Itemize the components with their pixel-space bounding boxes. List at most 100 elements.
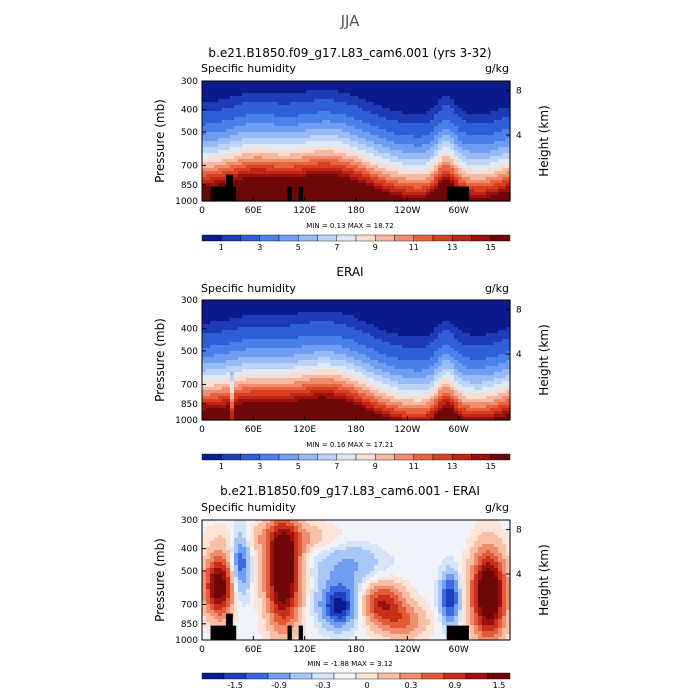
heatmap-cell bbox=[270, 105, 275, 109]
heatmap-cell bbox=[474, 138, 479, 142]
heatmap-cell bbox=[246, 171, 251, 175]
heatmap-cell bbox=[494, 156, 499, 160]
heatmap-cell bbox=[202, 312, 207, 316]
heatmap-cell bbox=[446, 360, 451, 364]
heatmap-cell bbox=[390, 333, 395, 337]
heatmap-cell bbox=[462, 318, 467, 322]
heatmap-cell bbox=[202, 300, 207, 304]
heatmap-cell bbox=[426, 162, 431, 166]
heatmap-cell bbox=[366, 348, 371, 352]
heatmap-cell bbox=[410, 195, 415, 199]
heatmap-cell bbox=[490, 366, 495, 370]
heatmap-cell bbox=[434, 330, 439, 334]
heatmap-cell bbox=[266, 354, 271, 358]
heatmap-cell bbox=[390, 93, 395, 97]
heatmap-cell bbox=[358, 144, 363, 148]
heatmap-cell bbox=[338, 93, 343, 97]
heatmap-cell bbox=[278, 90, 283, 94]
heatmap-cell bbox=[446, 342, 451, 346]
heatmap-cell bbox=[446, 183, 451, 187]
heatmap-cell bbox=[310, 120, 315, 124]
heatmap-cell bbox=[438, 360, 443, 364]
heatmap-cell bbox=[206, 174, 211, 178]
heatmap-cell bbox=[458, 141, 463, 145]
heatmap-cell bbox=[230, 315, 235, 319]
heatmap-cell bbox=[282, 147, 287, 151]
heatmap-cell bbox=[218, 330, 223, 334]
heatmap-cell bbox=[290, 354, 295, 358]
heatmap-cell bbox=[370, 333, 375, 337]
heatmap-cell bbox=[258, 138, 263, 142]
heatmap-cell bbox=[386, 156, 391, 160]
heatmap-cell bbox=[462, 183, 467, 187]
heatmap-cell bbox=[322, 168, 327, 172]
heatmap-cell bbox=[494, 324, 499, 328]
heatmap-cell bbox=[406, 120, 411, 124]
heatmap-cell bbox=[422, 153, 427, 157]
heatmap-cell bbox=[386, 303, 391, 307]
heatmap-cell bbox=[390, 198, 395, 202]
heatmap-cell bbox=[302, 348, 307, 352]
heatmap-cell bbox=[446, 348, 451, 352]
heatmap-cell bbox=[266, 306, 271, 310]
heatmap-cell bbox=[498, 120, 503, 124]
heatmap-cell bbox=[346, 369, 351, 373]
heatmap-cell bbox=[502, 126, 507, 130]
heatmap-cell bbox=[466, 318, 471, 322]
heatmap-cell bbox=[486, 81, 491, 85]
heatmap-cell bbox=[418, 330, 423, 334]
heatmap-cell bbox=[322, 327, 327, 331]
heatmap-cell bbox=[402, 153, 407, 157]
heatmap-cell bbox=[266, 96, 271, 100]
heatmap-cell bbox=[470, 96, 475, 100]
heatmap-cell bbox=[378, 345, 383, 349]
heatmap-cell bbox=[362, 108, 367, 112]
heatmap-cell bbox=[202, 198, 207, 202]
heatmap-cell bbox=[378, 318, 383, 322]
heatmap-cell bbox=[234, 117, 239, 121]
heatmap-cell bbox=[410, 177, 415, 181]
heatmap-cell bbox=[310, 135, 315, 139]
heatmap-cell bbox=[202, 306, 207, 310]
heatmap-cell bbox=[354, 165, 359, 169]
heatmap-cell bbox=[298, 363, 303, 367]
heatmap-cell bbox=[502, 132, 507, 136]
heatmap-cell bbox=[270, 168, 275, 172]
heatmap-cell bbox=[506, 153, 511, 157]
heatmap-cell bbox=[434, 153, 439, 157]
heatmap-cell bbox=[506, 105, 511, 109]
heatmap-cell bbox=[474, 339, 479, 343]
heatmap-cell bbox=[342, 117, 347, 121]
heatmap-cell bbox=[422, 84, 427, 88]
heatmap-cell bbox=[366, 153, 371, 157]
heatmap-cell bbox=[378, 102, 383, 106]
heatmap-cell bbox=[222, 111, 227, 115]
heatmap-cell bbox=[462, 330, 467, 334]
heatmap-cell bbox=[470, 312, 475, 316]
heatmap-cell bbox=[202, 348, 207, 352]
heatmap-cell bbox=[478, 126, 483, 130]
heatmap-cell bbox=[306, 363, 311, 367]
heatmap-cell bbox=[498, 150, 503, 154]
heatmap-cell bbox=[278, 192, 283, 196]
heatmap-cell bbox=[254, 168, 259, 172]
heatmap-cell bbox=[206, 198, 211, 202]
heatmap-cell bbox=[398, 357, 403, 361]
heatmap-cell bbox=[454, 309, 459, 313]
heatmap-cell bbox=[218, 111, 223, 115]
heatmap-cell bbox=[306, 306, 311, 310]
heatmap-cell bbox=[294, 132, 299, 136]
heatmap-cell bbox=[310, 369, 315, 373]
heatmap-cell bbox=[446, 336, 451, 340]
heatmap-cell bbox=[306, 303, 311, 307]
heatmap-cell bbox=[390, 159, 395, 163]
heatmap-cell bbox=[390, 174, 395, 178]
heatmap-cell bbox=[326, 306, 331, 310]
heatmap-cell bbox=[498, 93, 503, 97]
heatmap-cell bbox=[382, 168, 387, 172]
heatmap-cell bbox=[462, 315, 467, 319]
heatmap-cell bbox=[398, 324, 403, 328]
heatmap-cell bbox=[302, 360, 307, 364]
heatmap-cell bbox=[258, 318, 263, 322]
heatmap-cell bbox=[358, 198, 363, 202]
